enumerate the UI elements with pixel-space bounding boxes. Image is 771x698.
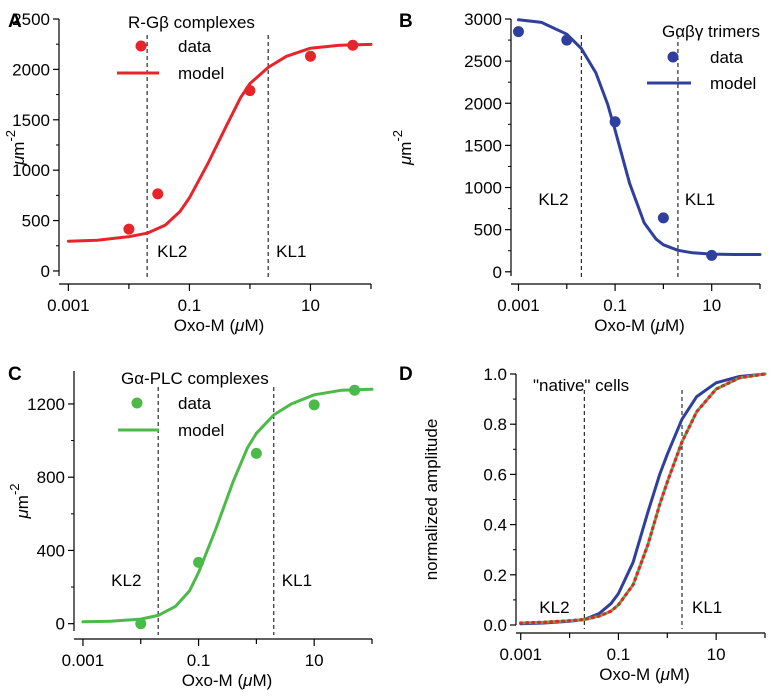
panel-letter-a: A — [8, 11, 22, 32]
legend-label-model-a: model — [178, 64, 224, 83]
panel-letter-b: B — [399, 11, 413, 32]
x-tick-label-c: 10 — [305, 651, 324, 670]
y-tick-label-b: 2000 — [464, 94, 502, 113]
y-axis-label-d: normalized amplitude — [422, 419, 441, 581]
y-tick-label-b: 0 — [493, 263, 502, 282]
y-tick-label-d: 0.8 — [483, 415, 507, 434]
kl-label-kl1-b: KL1 — [685, 190, 715, 209]
x-tick-label-b: 0.001 — [497, 296, 540, 315]
x-tick-label-c: 0.001 — [62, 651, 105, 670]
x-tick-label-a: 0.001 — [47, 296, 90, 315]
x-tick-label-d: 0.001 — [499, 645, 542, 664]
y-axis-label-c: μm-2 — [7, 483, 32, 519]
data-point-b — [512, 26, 524, 38]
chart-c-svg: C 0 400 800 1200 0.001 0.1 10 Oxo-M (μM) μm-2 KL2… — [7, 364, 374, 690]
legend-label-data-a: data — [178, 37, 212, 56]
chart-title-b: Gαβγ trimers — [662, 22, 760, 41]
legend-marker-data-c — [131, 397, 143, 409]
legend-marker-data-b — [667, 51, 679, 63]
y-tick-label-d: 0.2 — [483, 566, 507, 585]
y-tick-label-a: 500 — [22, 212, 50, 231]
series-line-d-2 — [519, 372, 767, 625]
kl-label-kl2-c: KL2 — [111, 571, 141, 590]
x-tick-label-c: 0.1 — [187, 651, 211, 670]
series-line-a-1 — [66, 42, 373, 243]
y-tick-label-a: 1500 — [12, 111, 50, 130]
y-tick-label-b: 1000 — [464, 179, 502, 198]
y-tick-label-d: 0.4 — [483, 516, 507, 535]
y-tick-label-a: 2000 — [12, 60, 50, 79]
x-axis-label-c: Oxo-M (μM) — [182, 671, 273, 690]
y-tick-label-c: 400 — [37, 541, 65, 560]
x-tick-label-d: 0.1 — [607, 645, 631, 664]
panel-c: C 0 400 800 1200 0.001 0.1 10 Oxo-M (μM) μm-2 KL2… — [0, 349, 385, 698]
y-tick-label-c: 1200 — [27, 395, 65, 414]
panel-letter-d: D — [399, 364, 413, 385]
kl-label-kl1-a: KL1 — [276, 242, 306, 261]
series-line-b-1 — [517, 18, 762, 256]
series-line-d-0 — [519, 372, 767, 626]
chart-a-svg: A 0 500 1000 1500 2000 2500 0.001 0.1 10 Oxo-M (μ… — [3, 10, 373, 335]
kl-label-kl1-d: KL1 — [692, 598, 722, 617]
y-tick-label-d: 0.6 — [483, 465, 507, 484]
panel-letter-c: C — [8, 364, 22, 385]
kl-label-kl2-d: KL2 — [539, 598, 569, 617]
y-tick-label-a: 1000 — [12, 161, 50, 180]
y-tick-label-c: 800 — [37, 468, 65, 487]
x-tick-label-b: 0.1 — [603, 296, 627, 315]
series-line-d-1 — [519, 372, 767, 625]
x-tick-label-d: 10 — [707, 645, 726, 664]
y-tick-label-b: 500 — [474, 221, 502, 240]
data-point-a — [123, 223, 135, 235]
y-tick-label-c: 0 — [56, 615, 65, 634]
x-axis-label-b: Oxo-M (μM) — [594, 316, 685, 335]
kl-label-kl1-c: KL1 — [282, 571, 312, 590]
x-axis-label-a: Oxo-M (μM) — [174, 316, 265, 335]
y-axis-label-a: μm-2 — [3, 130, 28, 166]
chart-d-svg: D 0.0 0.2 0.4 0.6 0.8 1.0 0.001 0.1 10 Oxo-M (μM)… — [399, 364, 767, 684]
legend-label-model-c: model — [178, 421, 224, 440]
data-point-a — [152, 188, 164, 200]
y-tick-label-d: 1.0 — [483, 365, 507, 384]
x-tick-label-a: 0.1 — [178, 296, 202, 315]
data-point-a — [304, 50, 316, 62]
x-tick-label-a: 10 — [301, 296, 320, 315]
legend-label-data-b: data — [710, 48, 744, 67]
data-point-b — [657, 212, 669, 224]
y-tick-label-a: 0 — [41, 262, 50, 281]
x-tick-label-b: 10 — [702, 296, 721, 315]
data-point-c — [308, 399, 320, 411]
panel-b: B 0 500 1000 1500 2000 2500 3000 0.001 0.1 10 Oxo-… — [385, 0, 771, 349]
x-axis-label-d: Oxo-M (μM) — [599, 665, 690, 684]
chart-title-c: Gα-PLC complexes — [121, 369, 269, 388]
panel-d: D 0.0 0.2 0.4 0.6 0.8 1.0 0.001 0.1 10 Oxo-M (μM)… — [385, 349, 771, 698]
legend-marker-data-a — [135, 40, 147, 52]
legend-label-model-b: model — [710, 74, 756, 93]
kl-label-kl2-b: KL2 — [538, 190, 568, 209]
series-line-c-1 — [81, 387, 374, 624]
kl-label-kl2-a: KL2 — [157, 242, 187, 261]
chart-title-d: "native" cells — [533, 376, 629, 395]
data-point-c — [135, 618, 147, 630]
y-tick-label-b: 3000 — [464, 10, 502, 29]
y-tick-label-b: 2500 — [464, 52, 502, 71]
chart-b-svg: B 0 500 1000 1500 2000 2500 3000 0.001 0.1 10 Oxo-… — [390, 10, 762, 335]
panel-a: A 0 500 1000 1500 2000 2500 0.001 0.1 10 Oxo-M (μ… — [0, 0, 385, 349]
y-tick-label-d: 0.0 — [483, 616, 507, 635]
y-axis-label-b: μm-2 — [390, 130, 415, 166]
chart-title-a: R-Gβ complexes — [128, 13, 255, 32]
y-tick-label-a: 2500 — [12, 10, 50, 29]
legend-label-data-c: data — [178, 394, 212, 413]
data-point-c — [250, 447, 262, 459]
y-tick-label-b: 1500 — [464, 136, 502, 155]
